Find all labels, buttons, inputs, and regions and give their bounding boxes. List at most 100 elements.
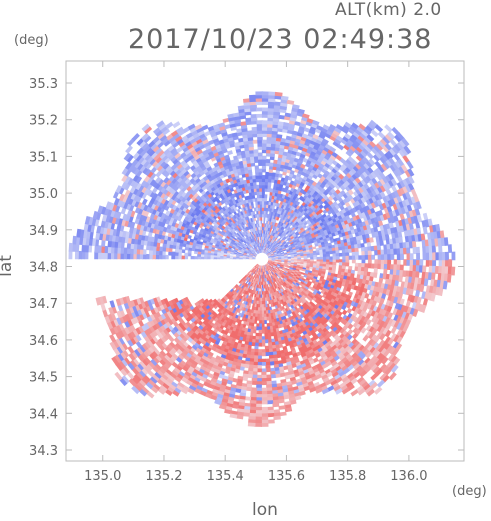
radar-cell: [284, 269, 289, 273]
radar-cell: [229, 251, 234, 254]
radar-cell: [259, 265, 261, 270]
radar-cell: [254, 247, 258, 251]
radar-cell: [260, 223, 263, 227]
radar-cell: [228, 243, 233, 247]
radar-cell: [241, 237, 245, 241]
radar-cell: [260, 284, 262, 289]
radar-cell: [254, 270, 257, 275]
altitude-label: ALT(km) 2.0: [335, 0, 442, 20]
radar-cell: [263, 216, 266, 221]
radar-cell: [254, 274, 257, 279]
radar-cell: [253, 252, 258, 256]
radar-cell: [253, 230, 257, 235]
radar-cell: [239, 239, 244, 243]
radar-cell: [266, 263, 270, 267]
radar-cell: [256, 274, 259, 279]
radar-cell: [242, 297, 246, 302]
radar-cell: [269, 234, 273, 239]
radar-cell: [265, 264, 269, 268]
radar-cell: [287, 258, 292, 260]
radar-cell: [275, 234, 279, 238]
radar-cell: [260, 210, 263, 215]
radar-cell: [241, 247, 246, 250]
radar-cell: [222, 255, 227, 258]
radar-cell: [254, 247, 257, 252]
radar-cell: [249, 282, 253, 287]
radar-cell: [271, 256, 276, 258]
radar-cell: [269, 286, 273, 291]
radar-cell: [266, 240, 269, 245]
radar-cell: [280, 262, 285, 264]
radar-cell: [267, 262, 271, 266]
radar-cell: [293, 241, 298, 245]
radar-cell: [269, 241, 272, 246]
radar-cell: [266, 233, 269, 238]
radar-cell: [270, 238, 273, 242]
radar-cell: [222, 242, 227, 246]
radar-cell: [263, 210, 267, 215]
radar-cell: [262, 271, 264, 276]
radar-cell: [291, 244, 296, 247]
radar-cell: [258, 265, 260, 269]
radar-cell: [294, 271, 299, 275]
radar-cell: [270, 268, 274, 272]
radar-cell: [278, 281, 283, 286]
radar-cell: [276, 271, 281, 275]
radar-cell: [265, 159, 271, 164]
radar-cell: [274, 262, 279, 264]
radar-cell: [263, 213, 266, 218]
radar-cell: [303, 257, 308, 260]
radar-cell: [248, 255, 253, 258]
radar-cell: [289, 247, 294, 251]
radar-cell: [278, 247, 283, 250]
radar-cell: [251, 256, 256, 258]
radar-cell: [279, 249, 284, 252]
radar-cell: [265, 307, 269, 312]
radar-cell: [275, 291, 279, 296]
radar-cell: [247, 229, 250, 234]
radar-cell: [266, 251, 270, 255]
radar-cell: [292, 269, 297, 272]
radar-cell: [250, 242, 254, 247]
radar-cell: [234, 246, 239, 250]
radar-cell: [245, 254, 250, 257]
radar-cell: [278, 285, 282, 290]
radar-cell: [217, 246, 222, 250]
radar-cell: [307, 272, 312, 276]
radar-cell: [253, 233, 256, 238]
radar-cell: [284, 270, 289, 274]
radar-cell: [270, 217, 274, 223]
radar-cell: [268, 240, 271, 245]
radar-cell: [246, 241, 250, 245]
radar-cell: [252, 241, 256, 245]
radar-cell: [256, 223, 259, 228]
radar-cell: [245, 255, 250, 258]
radar-cell: [265, 264, 269, 268]
radar-cell: [268, 261, 272, 263]
radar-cell: [252, 255, 256, 257]
radar-cell: [267, 262, 271, 265]
radar-cell: [257, 249, 260, 254]
radar-cell: [239, 255, 243, 257]
radar-cell: [310, 261, 314, 264]
radar-cell: [271, 214, 275, 219]
radar-cell: [219, 257, 224, 260]
radar-cell: [281, 246, 286, 250]
radar-cell: [257, 249, 260, 254]
radar-cell: [255, 233, 258, 238]
radar-cell: [274, 212, 278, 217]
radar-cell: [272, 244, 277, 248]
radar-cell: [250, 228, 254, 232]
radar-cell: [261, 362, 267, 366]
radar-cell: [273, 270, 277, 274]
radar-cell: [242, 253, 247, 256]
radar-cell: [235, 245, 240, 249]
radar-cell: [295, 268, 300, 272]
radar-cell: [230, 240, 235, 244]
radar-cell: [271, 267, 275, 271]
radar-cell: [280, 254, 285, 257]
radar-cell: [240, 238, 244, 242]
radar-cell: [268, 233, 271, 238]
radar-cell: [248, 255, 253, 257]
